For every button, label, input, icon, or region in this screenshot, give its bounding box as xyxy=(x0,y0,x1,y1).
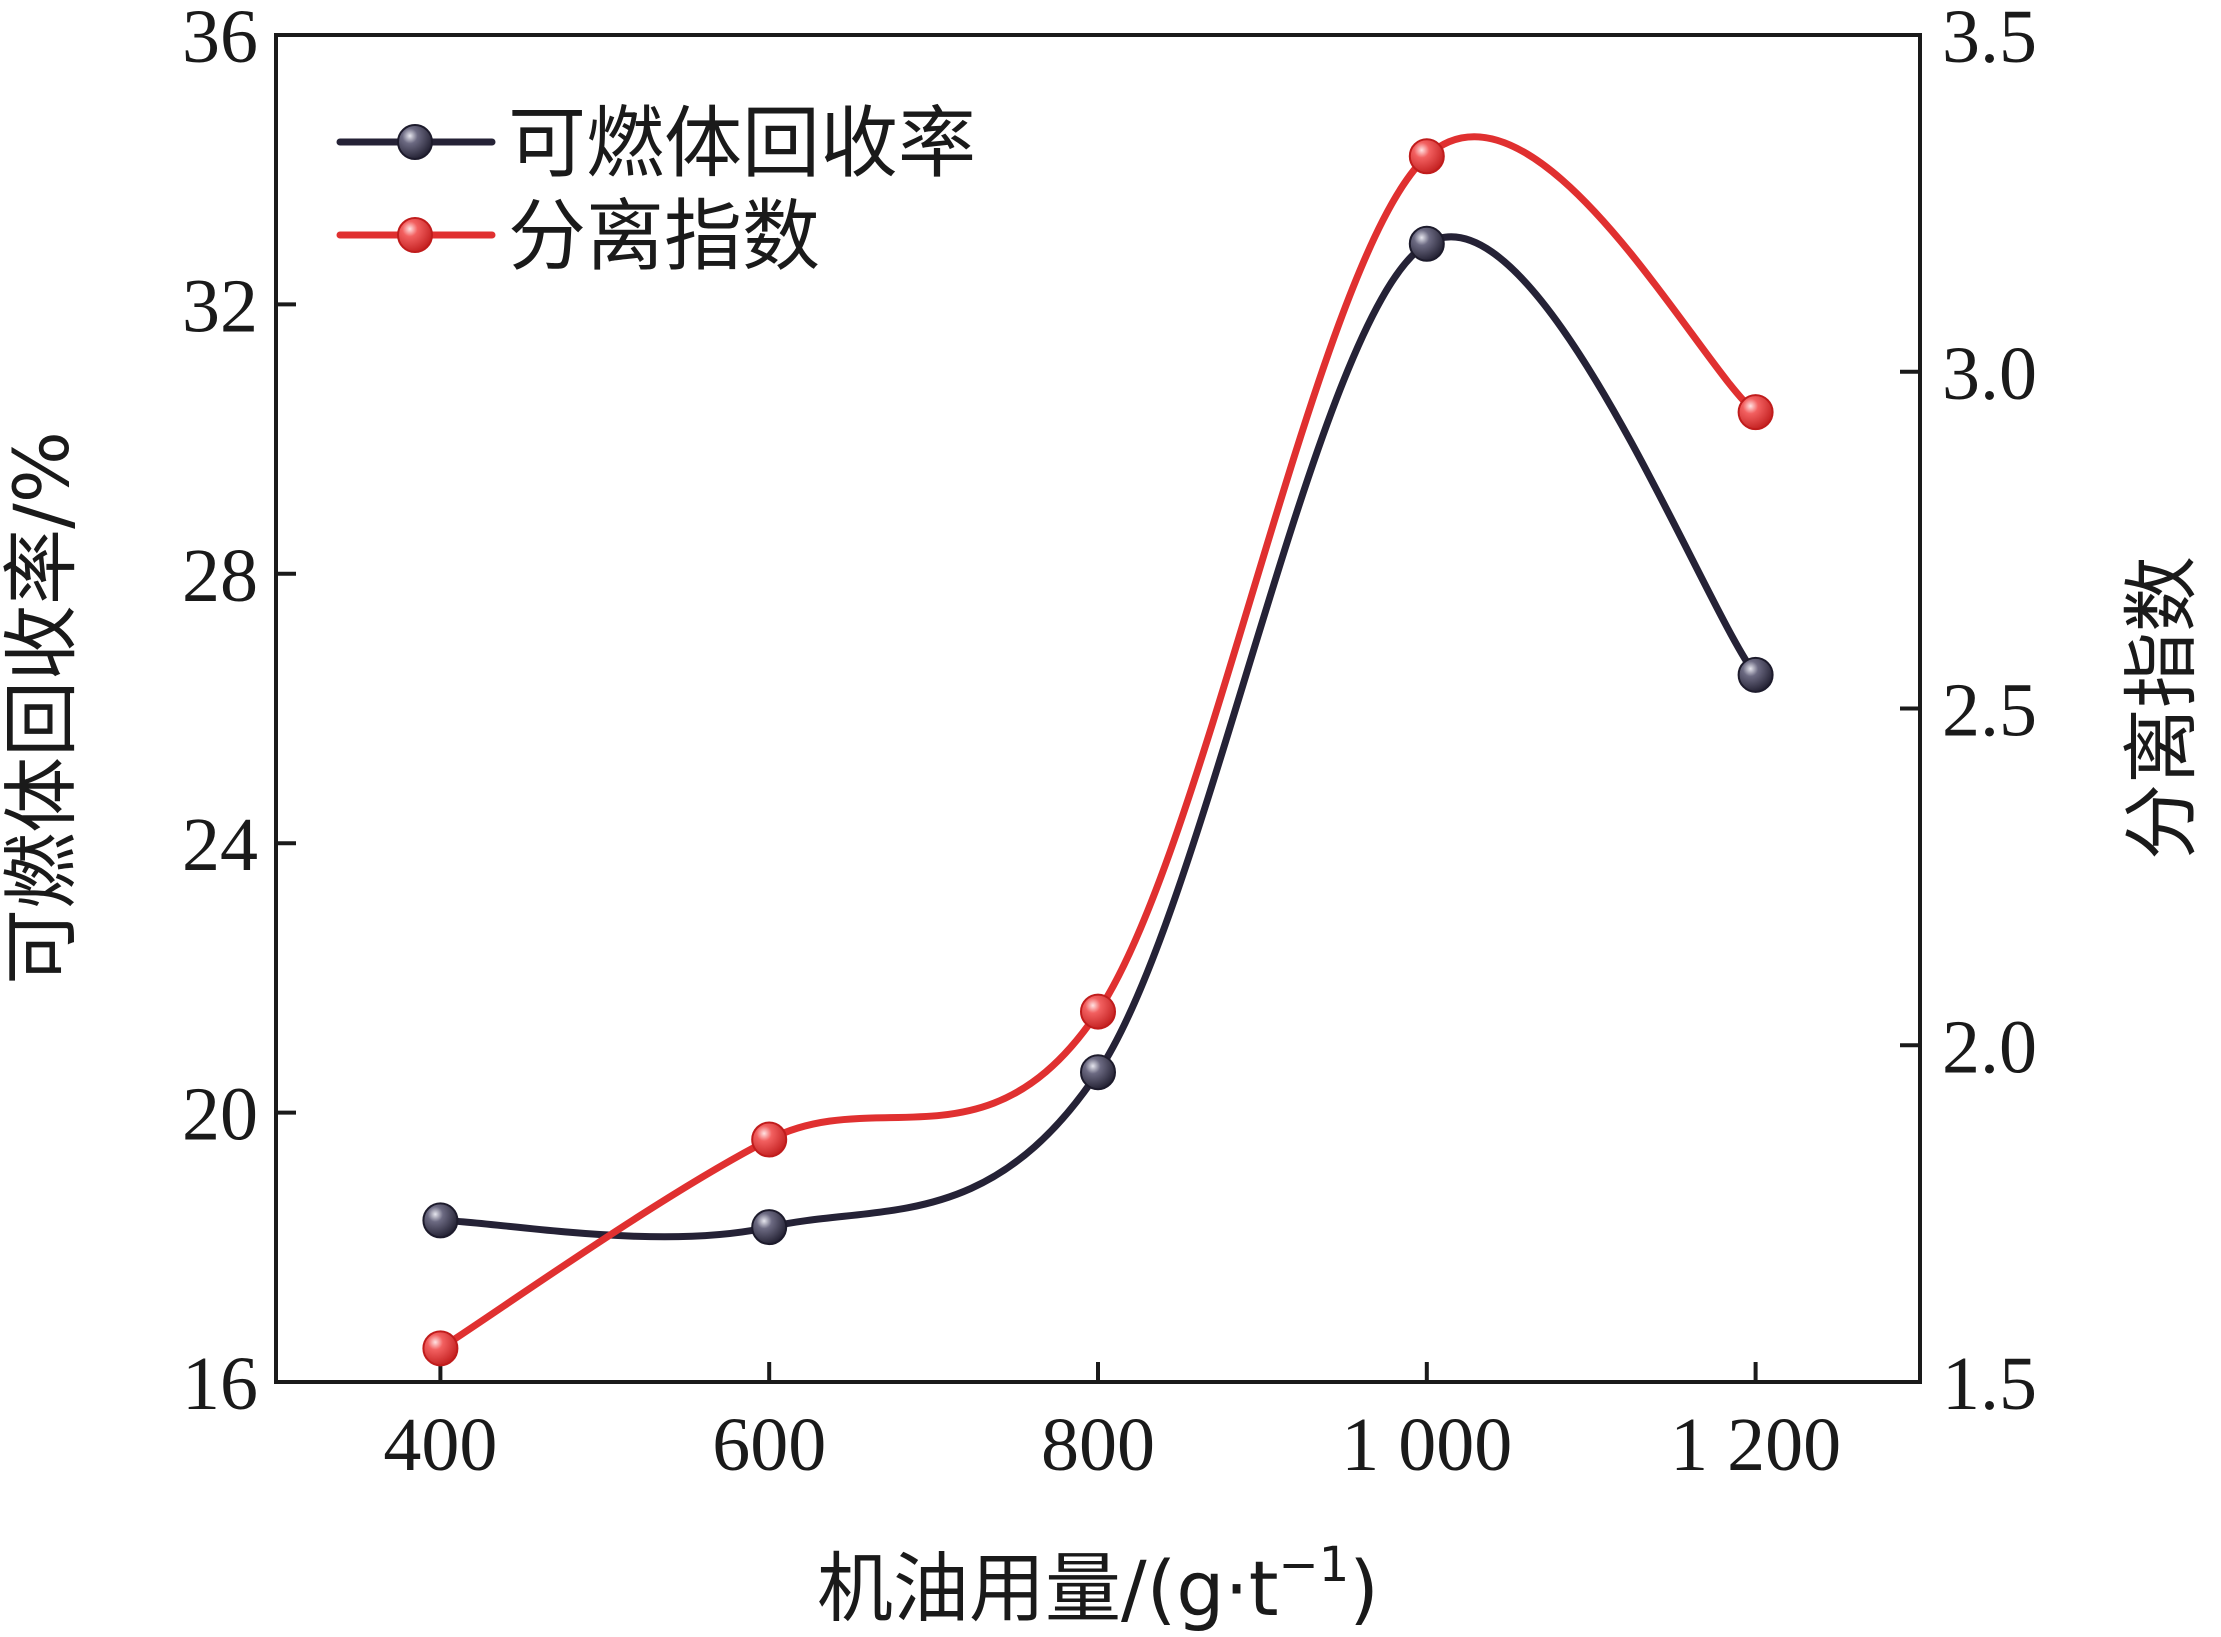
series-line-separation xyxy=(436,133,1760,1352)
data-point-recovery xyxy=(1408,225,1445,262)
y-right-tick-label: 3.5 xyxy=(1942,0,2037,79)
y-right-tick-label: 2.5 xyxy=(1942,669,2037,753)
legend-marker-recovery xyxy=(397,124,433,160)
y-right-tick-label: 1.5 xyxy=(1942,1342,2037,1426)
y-left-tick-label: 32 xyxy=(182,264,258,348)
y-left-tick-label: 20 xyxy=(182,1073,258,1157)
data-point-separation xyxy=(1408,138,1445,175)
series-line-recovery xyxy=(436,233,1760,1241)
data-point-separation xyxy=(1737,394,1774,431)
legend-label-separation: 分离指数 xyxy=(508,192,820,282)
x-tick-label: 1 200 xyxy=(1670,1403,1841,1487)
x-tick-label: 800 xyxy=(1041,1403,1155,1487)
data-point-recovery xyxy=(751,1209,788,1246)
y-left-tick-label: 16 xyxy=(182,1342,258,1426)
x-tick-label: 400 xyxy=(383,1403,497,1487)
y-right-tick-label: 2.0 xyxy=(1942,1005,2037,1089)
y-left-tick-label: 24 xyxy=(182,803,258,887)
legend-label-recovery: 可燃体回收率 xyxy=(508,99,976,189)
data-point-recovery xyxy=(422,1202,459,1239)
data-point-recovery xyxy=(1737,656,1774,693)
x-tick-label: 1 000 xyxy=(1341,1403,1512,1487)
data-point-separation xyxy=(751,1121,788,1158)
y-left-tick-label: 36 xyxy=(182,0,258,79)
y-axis-left-title: 可燃体回收率/% xyxy=(0,431,86,985)
x-axis-title: 机油用量/(g·t−1) xyxy=(817,1537,1379,1633)
y-right-tick-label: 3.0 xyxy=(1942,332,2037,416)
data-point-recovery xyxy=(1080,1054,1116,1091)
legend: 可燃体回收率 分离指数 xyxy=(336,99,976,282)
x-tick-label: 600 xyxy=(712,1403,826,1487)
y-left-tick-label: 28 xyxy=(182,534,258,618)
x-axis-title-main: 机油用量/(g·t xyxy=(817,1544,1278,1633)
x-axis-title-close: ) xyxy=(1349,1544,1379,1633)
x-axis-title-sup: −1 xyxy=(1279,1537,1350,1593)
data-point-separation xyxy=(422,1330,459,1367)
data-point-separation xyxy=(1080,993,1116,1030)
legend-marker-separation xyxy=(397,217,433,253)
y-axis-right-title: 分离指数 xyxy=(2117,556,2206,860)
